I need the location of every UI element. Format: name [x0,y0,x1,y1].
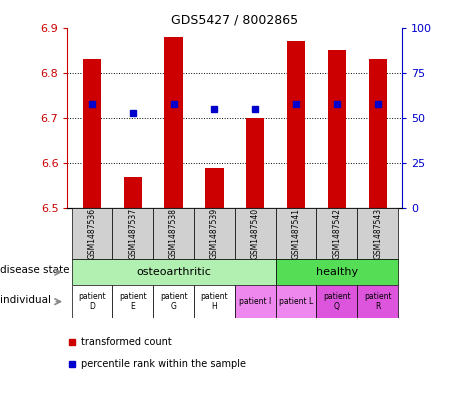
Text: patient I: patient I [239,297,272,306]
Text: patient
G: patient G [160,292,187,311]
Text: GSM1487540: GSM1487540 [251,208,260,259]
Bar [113,208,153,259]
Bar [235,285,276,318]
Text: GSM1487543: GSM1487543 [373,208,382,259]
Bar [287,41,305,208]
Bar [72,208,113,259]
Title: GDS5427 / 8002865: GDS5427 / 8002865 [171,13,299,26]
Text: GSM1487542: GSM1487542 [332,208,341,259]
Text: patient
Q: patient Q [323,292,351,311]
Bar [246,118,265,208]
Bar [194,208,235,259]
Bar [317,285,357,318]
Bar [317,208,357,259]
Bar [276,285,317,318]
Text: osteoarthritic: osteoarthritic [136,267,211,277]
Text: patient
D: patient D [78,292,106,311]
Bar [369,59,387,208]
Bar [328,50,346,208]
Text: healthy: healthy [316,267,358,277]
Text: transformed count: transformed count [81,337,172,347]
Bar [153,208,194,259]
Bar [205,168,224,208]
Bar [124,176,142,208]
Bar [72,285,113,318]
Bar [194,285,235,318]
Text: patient L: patient L [279,297,313,306]
Text: GSM1487536: GSM1487536 [87,208,96,259]
Text: GSM1487537: GSM1487537 [128,208,137,259]
Bar [83,59,101,208]
Text: disease state: disease state [0,265,69,275]
Bar [153,285,194,318]
Text: patient
H: patient H [200,292,228,311]
Text: GSM1487539: GSM1487539 [210,208,219,259]
Bar [235,208,276,259]
Text: individual: individual [0,295,51,305]
Text: GSM1487538: GSM1487538 [169,208,178,259]
Text: percentile rank within the sample: percentile rank within the sample [81,358,246,369]
Text: patient
E: patient E [119,292,146,311]
Bar [165,37,183,208]
Bar [276,259,398,285]
Text: GSM1487541: GSM1487541 [292,208,300,259]
Bar [357,285,398,318]
Text: patient
R: patient R [364,292,392,311]
Bar [113,285,153,318]
Bar [72,259,276,285]
Bar [276,208,317,259]
Bar [357,208,398,259]
